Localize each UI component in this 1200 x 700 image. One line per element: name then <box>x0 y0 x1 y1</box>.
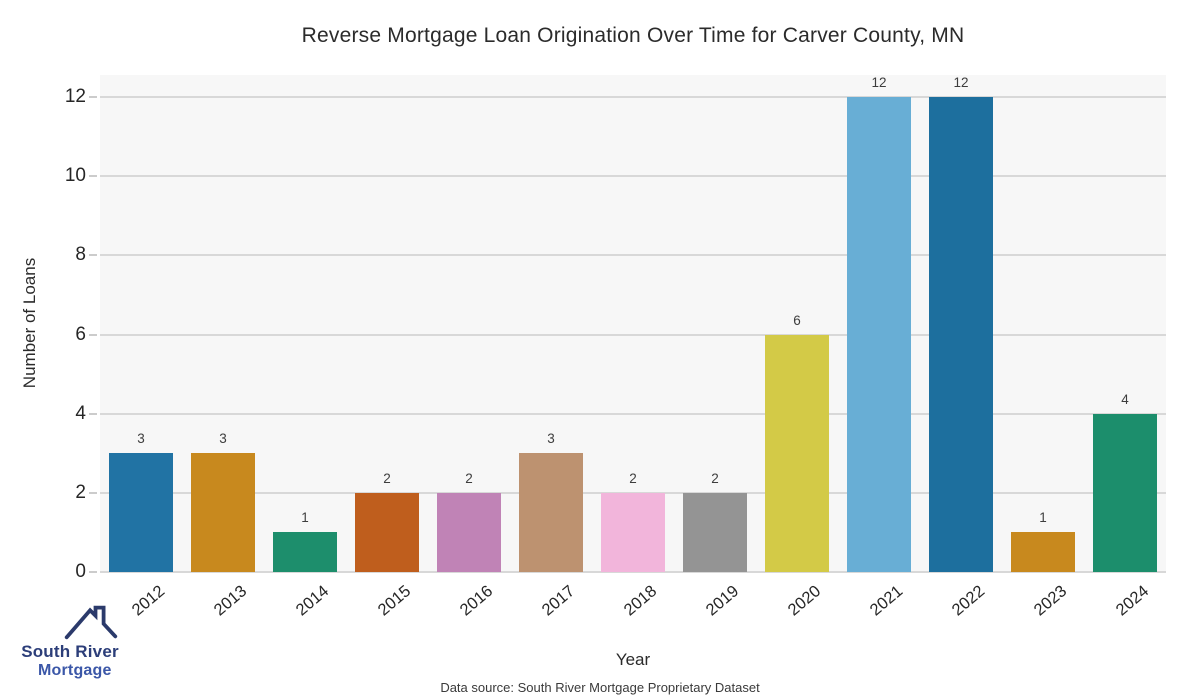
bar-value-label-2016: 2 <box>465 470 473 486</box>
x-tick-label-2018: 2018 <box>620 582 661 620</box>
bar-2020 <box>765 334 829 572</box>
bar-2012 <box>109 453 173 572</box>
x-tick-label-2019: 2019 <box>702 582 743 620</box>
house-roof-icon <box>64 605 118 640</box>
bar-value-label-2024: 4 <box>1121 391 1129 407</box>
y-tick-label-8: 8 <box>75 244 86 266</box>
y-tick-label-6: 6 <box>75 323 86 345</box>
y-tick-mark-0 <box>89 571 97 573</box>
bar-2015 <box>355 492 419 572</box>
bar-2018 <box>601 492 665 572</box>
bar-2024 <box>1093 413 1157 572</box>
y-tick-label-12: 12 <box>64 86 86 108</box>
bar-2019 <box>683 492 747 572</box>
bar-2017 <box>519 453 583 572</box>
bar-2023 <box>1011 532 1075 572</box>
x-tick-label-2015: 2015 <box>374 582 415 620</box>
logo-text-line2: Mortgage <box>38 662 112 679</box>
x-tick-label-2016: 2016 <box>456 582 497 620</box>
bar-value-label-2013: 3 <box>219 431 227 447</box>
y-tick-mark-12 <box>89 96 97 99</box>
bar-2014 <box>273 532 337 572</box>
bar-value-label-2015: 2 <box>383 470 391 486</box>
y-tick-label-4: 4 <box>75 402 86 424</box>
bar-value-label-2023: 1 <box>1039 510 1047 526</box>
y-tick-mark-8 <box>89 254 97 257</box>
y-tick-mark-6 <box>89 333 97 336</box>
y-tick-mark-4 <box>89 412 97 415</box>
x-tick-label-2013: 2013 <box>210 582 251 620</box>
bar-2016 <box>437 492 501 572</box>
x-tick-label-2014: 2014 <box>292 582 333 620</box>
gridline-0 <box>100 571 1166 573</box>
bar-2022 <box>929 97 993 572</box>
logo-text-line1: South River <box>21 642 119 661</box>
gridline-12 <box>100 96 1166 99</box>
bar-value-label-2022: 12 <box>953 75 969 91</box>
gridline-8 <box>100 254 1166 257</box>
gridline-6 <box>100 333 1166 336</box>
bar-2021 <box>847 97 911 572</box>
gridline-4 <box>100 412 1166 415</box>
y-tick-label-10: 10 <box>64 165 86 187</box>
bar-value-label-2021: 12 <box>871 75 887 91</box>
south-river-mortgage-logo: South River Mortgage <box>20 604 130 688</box>
x-tick-label-2020: 2020 <box>784 582 825 620</box>
data-source-caption: Data source: South River Mortgage Propri… <box>440 680 760 695</box>
y-tick-mark-2 <box>89 491 97 494</box>
y-tick-label-0: 0 <box>75 561 86 582</box>
x-tick-label-2012: 2012 <box>128 582 169 620</box>
gridline-10 <box>100 175 1166 178</box>
y-tick-mark-10 <box>89 175 97 178</box>
bar-value-label-2019: 2 <box>711 470 719 486</box>
bar-value-label-2018: 2 <box>629 470 637 486</box>
x-tick-label-2023: 2023 <box>1030 582 1071 620</box>
bar-2013 <box>191 453 255 572</box>
bar-value-label-2017: 3 <box>547 431 555 447</box>
y-tick-label-2: 2 <box>75 481 86 503</box>
x-tick-label-2024: 2024 <box>1112 582 1153 620</box>
x-tick-label-2017: 2017 <box>538 582 579 620</box>
x-tick-label-2022: 2022 <box>948 582 989 620</box>
bar-value-label-2014: 1 <box>301 510 309 526</box>
bar-value-label-2012: 3 <box>137 431 145 447</box>
x-axis-title: Year <box>615 650 651 669</box>
x-tick-label-2021: 2021 <box>866 582 907 620</box>
plot-area: 3 3 1 2 2 3 2 2 6 12 12 1 4 <box>100 75 1166 573</box>
chart-title: Reverse Mortgage Loan Origination Over T… <box>301 24 965 47</box>
bar-value-label-2020: 6 <box>793 312 801 328</box>
